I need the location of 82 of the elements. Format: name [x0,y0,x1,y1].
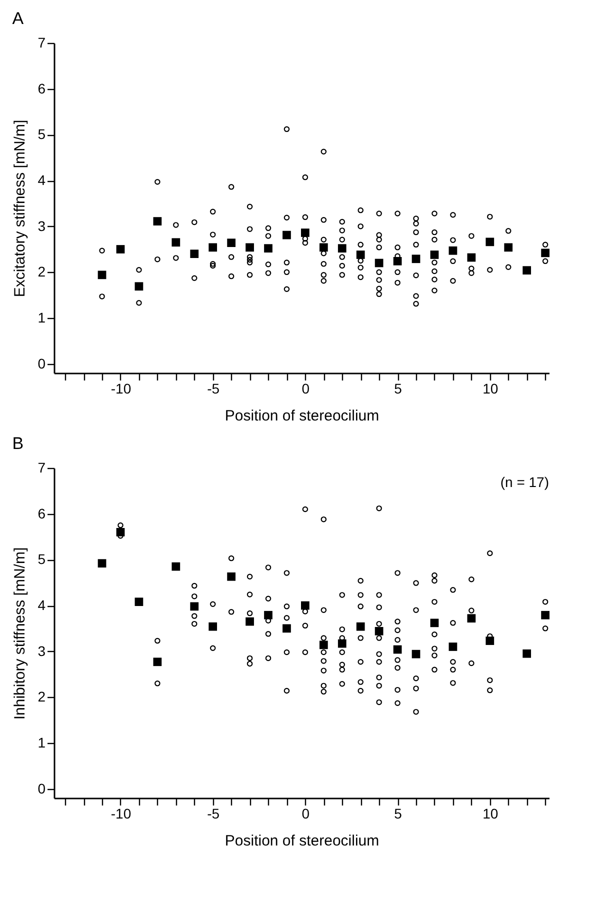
x-axis-title: Position of stereocilium [224,832,380,850]
point [172,562,180,571]
point [208,243,218,252]
point [98,559,106,568]
point [541,248,550,258]
point [153,217,162,226]
x-tick-label: 0 [302,806,310,822]
point [190,602,199,611]
x-tick-label: 0 [302,380,310,396]
point [227,572,236,581]
point [190,250,199,258]
point [467,253,476,262]
y-tick-label: 0 [38,355,46,372]
y-axis-title: Excitatory stiffness [mN/m] [12,120,29,298]
y-tick-label: 3 [38,218,46,234]
y-axis-title: Inhibitory stiffness [mN/m] [12,547,29,720]
point [134,598,144,606]
point [467,614,476,623]
x-tick-label: 10 [482,380,498,396]
x-tick-label: -5 [207,380,220,396]
point [486,636,494,645]
point [338,639,346,648]
point [522,649,532,658]
chart-title: B [12,434,24,453]
point [246,243,254,252]
point [134,282,144,291]
point [98,270,106,280]
point [356,622,365,631]
point [282,230,291,240]
point [338,244,346,253]
x-tick-label: 5 [394,380,402,396]
x-tick-label: -10 [110,380,132,396]
point [301,228,310,237]
annotation: (n = 17) [500,474,549,490]
y-tick-label: 7 [38,34,46,50]
x-axis-title: Position of stereocilium [224,408,380,424]
point [393,256,402,266]
y-tick-label: 3 [38,642,46,659]
point [301,601,310,610]
point [430,618,439,628]
y-tick-label: 7 [38,460,46,476]
point [374,626,384,636]
point [430,250,439,259]
point [172,238,180,247]
point [412,254,420,264]
point [227,238,236,248]
point [448,246,458,255]
point [522,266,532,275]
point [208,622,218,631]
point [319,640,328,650]
point [504,243,513,252]
point [374,258,384,268]
point [116,245,125,254]
y-tick-label: 2 [38,688,46,705]
y-tick-label: 2 [38,264,46,280]
chart-title: A [12,9,24,28]
point [448,642,458,651]
y-tick-label: 1 [38,310,46,326]
point [264,610,272,620]
y-tick-label: 5 [38,126,46,142]
y-tick-label: 6 [38,505,46,522]
point [282,624,291,633]
y-tick-label: 4 [38,597,46,613]
y-tick-label: 6 [38,80,46,96]
point [486,238,494,246]
point [246,617,254,626]
y-tick-label: 0 [38,780,46,796]
x-tick-label: -10 [110,806,132,822]
x-tick-label: 5 [394,806,402,822]
point [356,250,365,259]
y-tick-label: 5 [38,551,46,568]
point [412,650,420,658]
point [116,528,125,536]
point [393,645,402,654]
x-tick-label: 10 [482,806,498,822]
point [264,244,272,253]
x-tick-label: -5 [207,806,220,822]
point [541,610,550,620]
point [153,658,162,666]
point [319,243,328,252]
y-tick-label: 1 [38,734,46,750]
y-tick-label: 4 [38,172,46,188]
